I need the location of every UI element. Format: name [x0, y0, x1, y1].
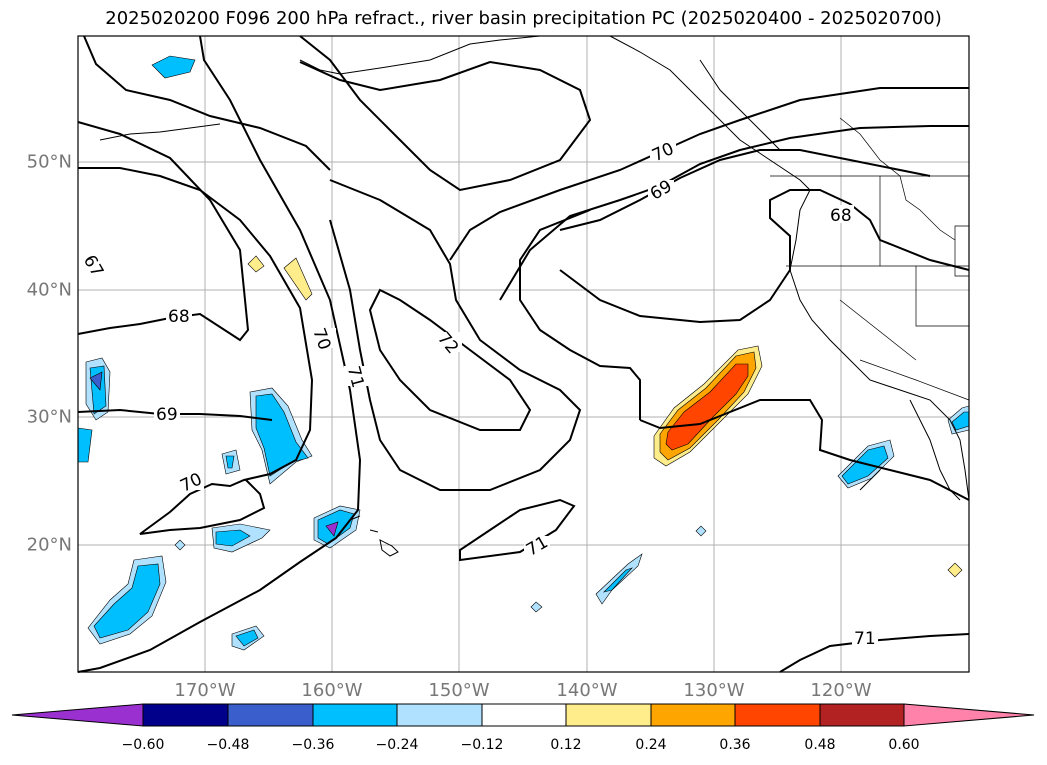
lat-label-50n: 50°N: [26, 151, 72, 173]
map-title: 2025020200 F096 200 hPa refract., river …: [105, 8, 942, 29]
colorbar-tick: −0.60: [121, 737, 165, 753]
contour-label-71-central: 71: [343, 364, 368, 390]
colorbar-tick: −0.12: [460, 737, 504, 753]
lon-label-160w: 160°W: [301, 680, 363, 701]
colorbar-tick: 0.24: [635, 737, 667, 753]
lon-label-130w: 130°W: [683, 680, 745, 701]
colorbar-extend-high: [903, 703, 1035, 727]
coastlines: [99, 35, 970, 557]
colorbar-tick: 0.12: [550, 737, 582, 753]
lat-label-30n: 30°N: [26, 406, 72, 428]
lon-label-170w: 170°W: [174, 680, 236, 701]
refractivity-contours: [77, 35, 970, 673]
colorbar-tick: −0.24: [375, 737, 419, 753]
lon-label-150w: 150°W: [428, 680, 490, 701]
colorbar-bin: [481, 703, 567, 727]
lon-label-120w: 120°W: [810, 680, 872, 701]
political-borders: [770, 117, 970, 401]
colorbar-tick: 0.48: [804, 737, 836, 753]
map-frame: [77, 35, 970, 673]
contour-labels: 67 68 69 70 70 71 72 70 69 68 71 71: [79, 139, 878, 649]
colorbar-bin: [819, 703, 905, 727]
colorbar-bin: [565, 703, 652, 727]
contour-label-71-southeast: 71: [854, 629, 876, 649]
colorbar-bin: [142, 703, 229, 727]
contour-label-68-west: 68: [168, 307, 190, 327]
colorbar-tick: −0.48: [206, 737, 250, 753]
precip-positive-shading: [247, 255, 963, 578]
lon-label-140w: 140°W: [556, 680, 618, 701]
graticule: [78, 36, 969, 672]
lat-label-40n: 40°N: [26, 279, 72, 301]
colorbar-bin: [227, 703, 314, 727]
colorbar-bin: [734, 703, 821, 727]
colorbar-tick: 0.36: [719, 737, 751, 753]
contour-label-69-west: 69: [156, 405, 178, 425]
colorbar-bin: [312, 703, 398, 727]
contour-label-68-east: 68: [830, 206, 852, 226]
precip-negative-shading: [77, 55, 970, 651]
colorbar-tick: 0.60: [888, 737, 920, 753]
colorbar-bin: [650, 703, 736, 727]
colorbar: [11, 703, 1035, 727]
colorbar-bin: [396, 703, 483, 727]
lat-label-20n: 20°N: [26, 534, 72, 556]
colorbar-extend-low: [11, 703, 144, 727]
colorbar-tick: −0.36: [291, 737, 335, 753]
